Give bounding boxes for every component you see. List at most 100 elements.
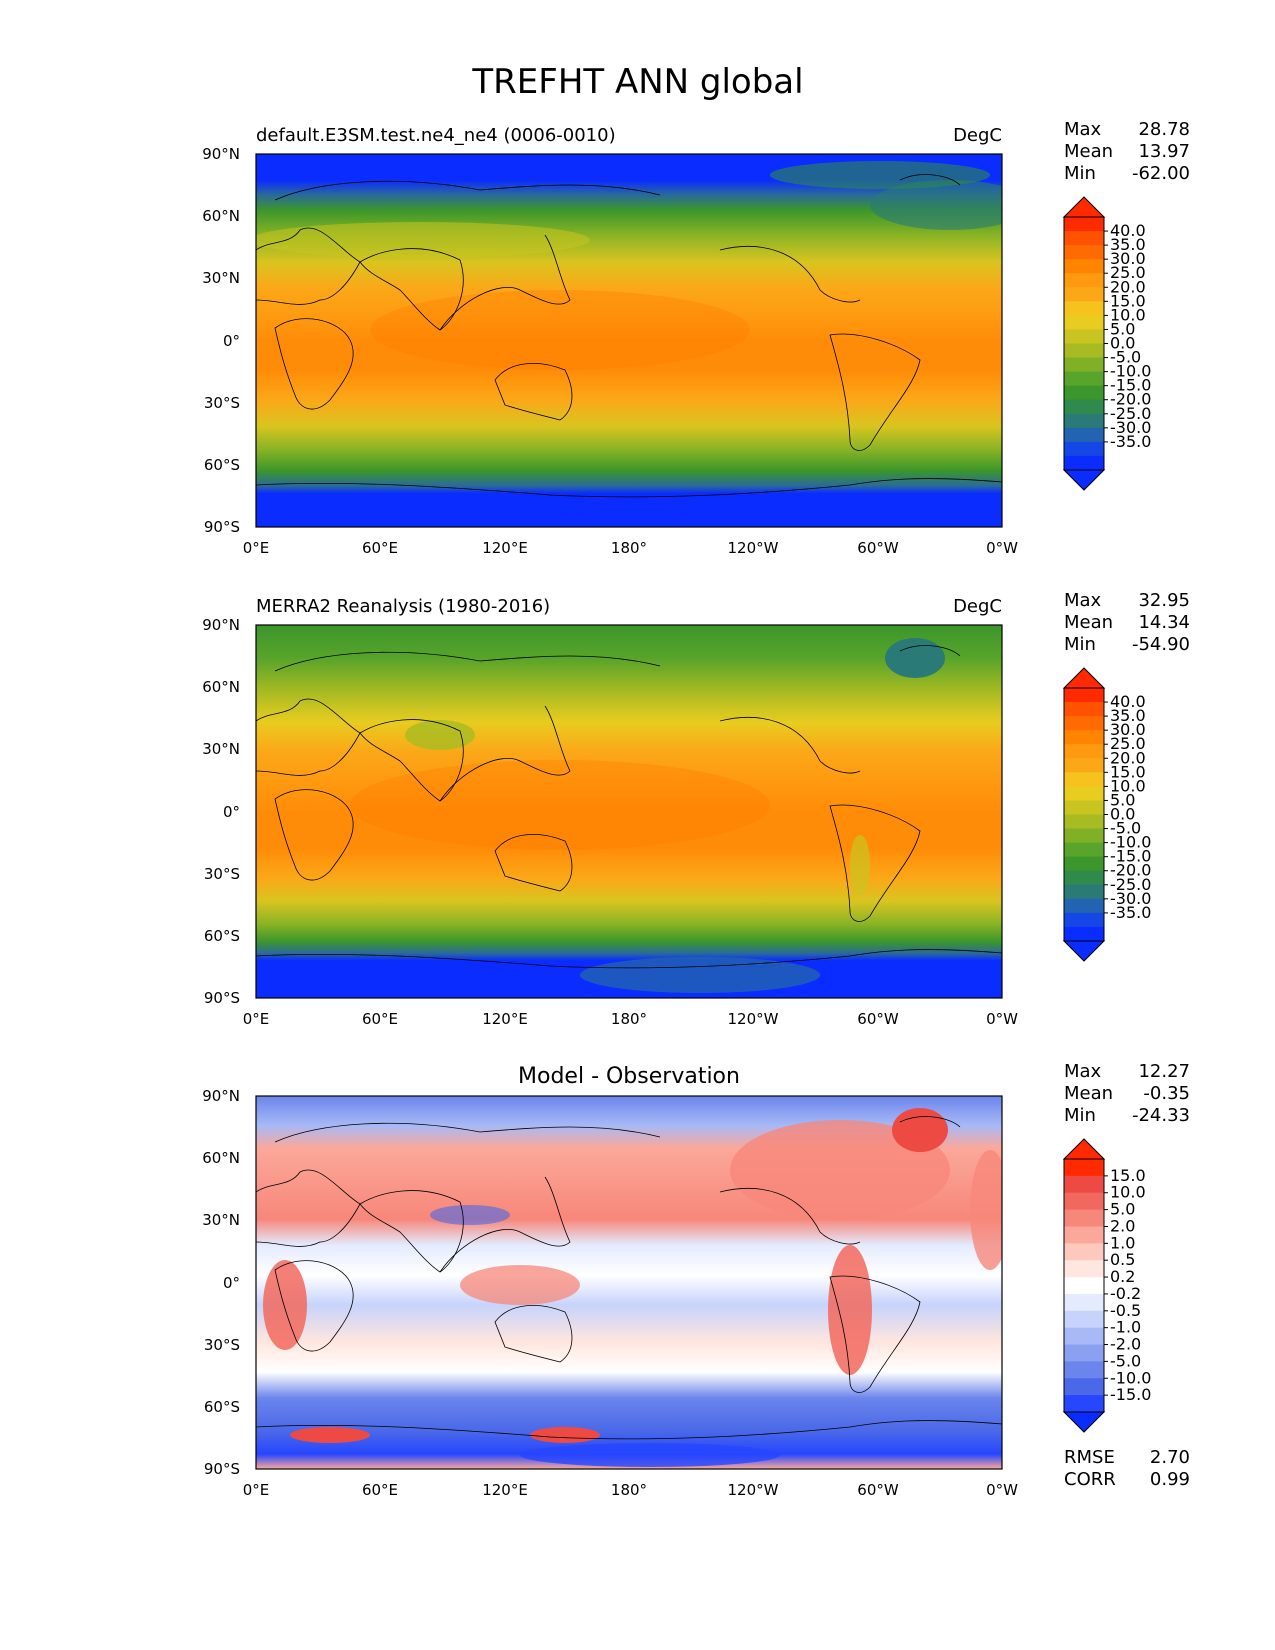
colorbar-swatch — [1064, 702, 1104, 717]
colorbar-tick-label: 10.0 — [1110, 305, 1146, 324]
colorbar-tick-label: -15.0 — [1110, 376, 1151, 395]
stat-label: Mean — [1064, 612, 1113, 633]
lat-tick-label: 0° — [223, 332, 240, 350]
colorbar-tick-label: -30.0 — [1110, 418, 1151, 437]
colorbar-tick-label: 5.0 — [1110, 319, 1135, 338]
colorbar-tick-label: 15.0 — [1110, 291, 1146, 310]
colorbar-swatch — [1064, 231, 1104, 246]
colorbar-tick-label: -25.0 — [1110, 404, 1151, 423]
colorbar-swatch — [1064, 1344, 1104, 1362]
colorbar-tick-label: 20.0 — [1110, 748, 1146, 767]
colorbar-swatch — [1064, 758, 1104, 773]
colorbar-swatch — [1064, 772, 1104, 787]
metric-value: 0.99 — [1150, 1469, 1190, 1490]
colorbar-swatch — [1064, 385, 1104, 401]
colorbar-tick-label: 15.0 — [1110, 762, 1146, 781]
colorbar-swatch — [1064, 926, 1104, 942]
colorbar-swatch — [1064, 245, 1104, 260]
stat-label: Max — [1064, 119, 1102, 140]
coastlines-test — [256, 174, 1002, 498]
panel-units: DegC — [953, 125, 1002, 146]
stat-value: 12.27 — [1138, 1061, 1190, 1082]
colorbar-tick-label: 0.2 — [1110, 1267, 1135, 1286]
lat-tick-label: 90°N — [202, 145, 240, 163]
map-frame-difference — [255, 1095, 1003, 1470]
colorbar-tick-label: -15.0 — [1110, 847, 1151, 866]
colorbar-swatch — [1064, 870, 1104, 886]
colorbar-swatch — [1064, 371, 1104, 387]
colorbar-test: 40.035.030.025.020.015.010.05.00.0-5.0-1… — [1062, 196, 1151, 491]
colorbar-swatch — [1064, 912, 1104, 928]
lon-tick-label: 0°E — [243, 1010, 270, 1028]
colorbar-tick-label: -5.0 — [1110, 1351, 1141, 1370]
colorbar-tick-label: 35.0 — [1110, 235, 1146, 254]
colorbar-tick-label: -15.0 — [1110, 1385, 1151, 1404]
map-frame-reference — [255, 624, 1003, 999]
colorbar-swatch — [1064, 1293, 1104, 1312]
colorbar-swatch — [1064, 800, 1104, 815]
stat-label: Min — [1064, 1105, 1096, 1126]
lon-tick-label: 60°W — [857, 1481, 899, 1499]
lon-tick-label: 60°W — [857, 1010, 899, 1028]
lat-tick-label: 60°S — [204, 927, 240, 945]
lat-tick-label: 60°N — [202, 207, 240, 225]
panel-left-title: MERRA2 Reanalysis (1980-2016) — [256, 596, 550, 617]
lon-tick-label: 60°W — [857, 539, 899, 557]
map-field-test — [256, 154, 1002, 527]
colorbar-swatch — [1064, 343, 1104, 359]
lat-tick-label: 30°N — [202, 740, 240, 758]
colorbar-swatch — [1064, 287, 1104, 302]
panel-units: DegC — [953, 596, 1002, 617]
colorbar-tick-label: 0.0 — [1110, 334, 1135, 353]
colorbar-swatch — [1064, 828, 1104, 844]
stat-label: Mean — [1064, 141, 1113, 162]
lon-tick-label: 180° — [611, 1481, 647, 1499]
colorbar-swatch — [1064, 357, 1104, 373]
colorbar-swatch — [1064, 1378, 1104, 1396]
colorbar-tick-label: -5.0 — [1110, 819, 1141, 838]
lat-tick-label: 90°N — [202, 1087, 240, 1105]
colorbar-tick-label: -5.0 — [1110, 348, 1141, 367]
lat-tick-label: 60°S — [204, 456, 240, 474]
lat-axis-test: 90°N 60°N 30°N 0° 30°S 60°S 90°S — [202, 145, 240, 536]
colorbar-tick-label: 30.0 — [1110, 720, 1146, 739]
colorbar-swatch — [1064, 856, 1104, 872]
colorbar-tick-label: -20.0 — [1110, 861, 1151, 880]
stat-label: Max — [1064, 1061, 1102, 1082]
colorbar-extend-low — [1062, 469, 1106, 491]
lon-tick-label: 180° — [611, 539, 647, 557]
colorbar-swatch — [1064, 688, 1104, 703]
lon-tick-label: 60°E — [362, 1010, 398, 1028]
stat-value: -0.35 — [1143, 1083, 1190, 1104]
colorbar-tick-label: 35.0 — [1110, 706, 1146, 725]
colorbar-tick-label: 15.0 — [1110, 1166, 1146, 1185]
lat-tick-label: 30°S — [204, 394, 240, 412]
colorbar-swatch — [1064, 301, 1104, 316]
colorbar-tick-label: -2.0 — [1110, 1335, 1141, 1354]
lon-tick-label: 60°E — [362, 539, 398, 557]
colorbar-swatch — [1064, 814, 1104, 830]
colorbar-frame — [1063, 1158, 1105, 1413]
colorbar-swatch — [1064, 413, 1104, 429]
lon-tick-label: 60°E — [362, 1481, 398, 1499]
lon-tick-label: 120°W — [728, 1010, 779, 1028]
stat-value: -54.90 — [1132, 634, 1190, 655]
lat-tick-label: 60°S — [204, 1398, 240, 1416]
colorbar-swatch — [1064, 898, 1104, 914]
colorbar-swatch — [1064, 1395, 1104, 1413]
stats-test: Max Mean Min 28.78 13.97 -62.00 — [1064, 119, 1190, 184]
lon-axis-test: 0°E 60°E 120°E 180° 120°W 60°W 0°W — [243, 539, 1018, 557]
stat-label: Max — [1064, 590, 1102, 611]
colorbar-swatch — [1064, 1192, 1104, 1211]
colorbar-tick-label: -1.0 — [1110, 1318, 1141, 1337]
panel-left-title: default.E3SM.test.ne4_ne4 (0006-0010) — [256, 125, 616, 146]
map-frame-test — [255, 153, 1003, 528]
stat-value: 32.95 — [1138, 590, 1190, 611]
colorbar-tick-label: 40.0 — [1110, 692, 1146, 711]
lon-tick-label: 120°E — [482, 1481, 528, 1499]
colorbar-swatch — [1064, 786, 1104, 801]
stat-value: -24.33 — [1132, 1105, 1190, 1126]
colorbar-extend-high — [1062, 667, 1106, 689]
lon-axis-difference: 0°E 60°E 120°E 180° 120°W 60°W 0°W — [243, 1481, 1018, 1499]
colorbar-tick-label: 5.0 — [1110, 790, 1135, 809]
